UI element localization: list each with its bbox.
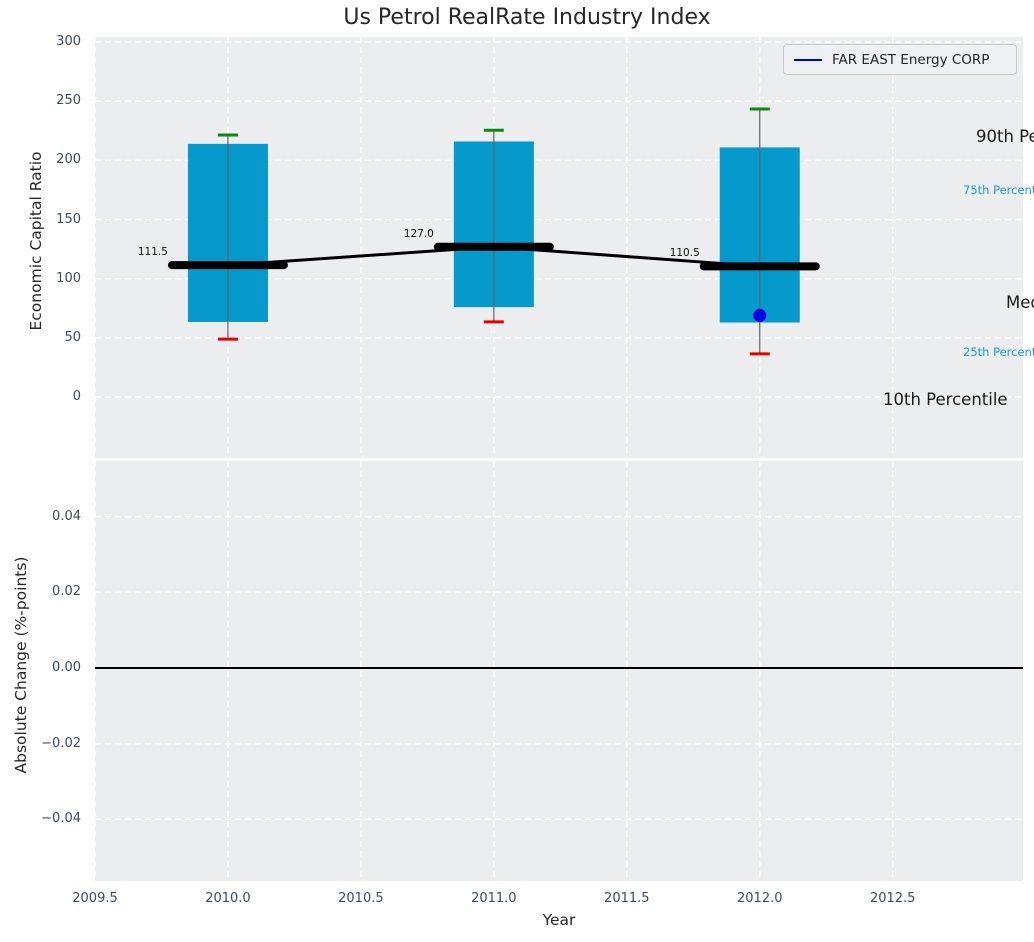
- x-tick-label: 2011.0: [471, 891, 517, 906]
- legend: FAR EAST Energy CORP: [783, 44, 1017, 75]
- company-data-point: [753, 308, 767, 322]
- legend-line-sample-icon: [794, 58, 822, 61]
- y-tick-label: 250: [56, 93, 81, 109]
- annotation-25th-percentile: 25th Percentile: [963, 345, 1034, 359]
- annotation-90th-percentile: 90th Percentile: [976, 127, 1034, 146]
- x-tick-label: 2011.5: [604, 891, 650, 906]
- x-tick-label: 2010.0: [205, 891, 251, 906]
- y-tick-label: 300: [56, 34, 81, 50]
- y-tick-label: −0.04: [41, 811, 81, 827]
- median-value-label: 110.5: [669, 247, 700, 260]
- y-tick-label: 150: [56, 211, 81, 227]
- x-axis-label: Year: [542, 911, 576, 929]
- legend-entry-label: FAR EAST Energy CORP: [832, 51, 990, 68]
- x-tick-label: 2009.5: [72, 891, 118, 906]
- y-tick-label: 100: [56, 270, 81, 286]
- x-tick-label: 2012.0: [737, 891, 783, 906]
- y-tick-label: 50: [64, 329, 81, 345]
- annotation-75th-percentile: 75th Percentile: [963, 183, 1034, 197]
- top-axes: 90th Percentile 75th Percentile Median 2…: [95, 37, 1034, 458]
- y-tick-label: 0.00: [52, 659, 81, 675]
- y-tick-label: 200: [56, 152, 81, 168]
- y-tick-label: 0.04: [52, 508, 81, 524]
- y-tick-label: 0.02: [52, 584, 81, 600]
- y-tick-label: −0.02: [41, 735, 81, 751]
- x-tick-label: 2012.5: [869, 891, 916, 906]
- chart-title: Us Petrol RealRate Industry Index: [343, 5, 711, 30]
- y-tick-label: 0: [72, 389, 81, 405]
- annotation-10th-percentile: 10th Percentile: [883, 390, 1008, 409]
- median-value-label: 111.5: [137, 246, 168, 259]
- boxplot-canvas: [95, 37, 1023, 458]
- change-canvas: [95, 461, 1023, 881]
- bottom-axes: [95, 461, 1023, 881]
- annotation-median: Median: [1006, 293, 1034, 312]
- median-value-label: 127.0: [403, 227, 434, 240]
- x-tick-label: 2010.5: [338, 891, 384, 906]
